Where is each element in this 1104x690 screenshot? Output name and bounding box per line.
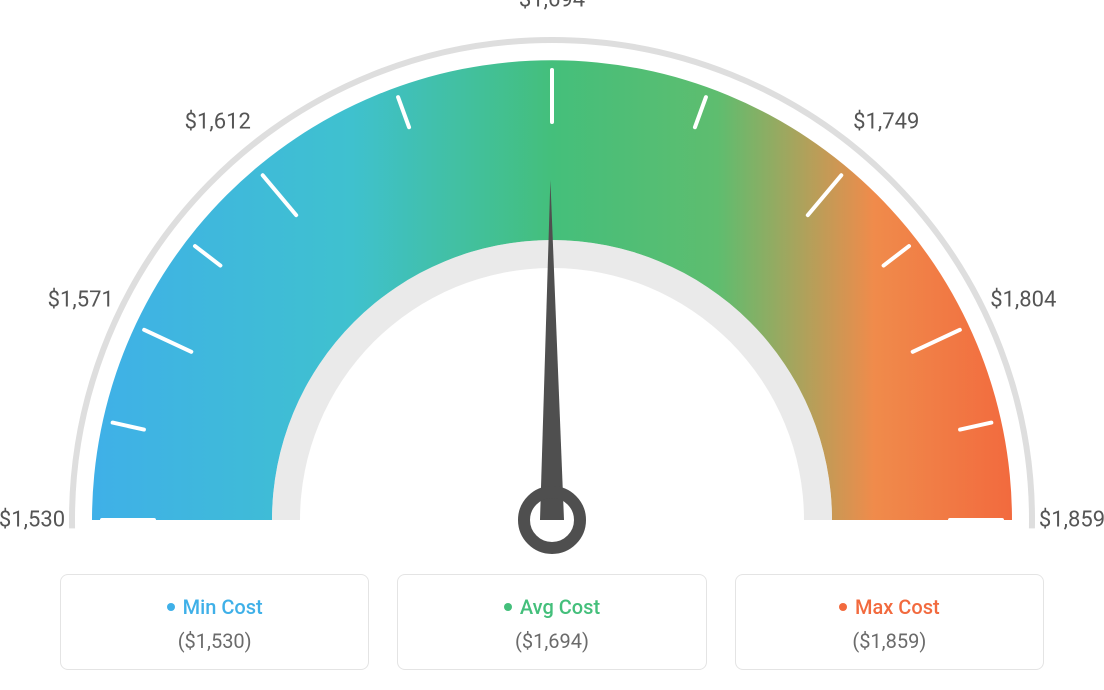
min-cost-label-row: Min Cost bbox=[71, 595, 358, 619]
summary-cards: Min Cost ($1,530) Avg Cost ($1,694) Max … bbox=[60, 574, 1044, 670]
gauge-tick-label: $1,804 bbox=[990, 288, 1056, 313]
gauge-tick-label: $1,612 bbox=[185, 109, 251, 134]
gauge-tick-label: $1,859 bbox=[1039, 508, 1104, 533]
gauge-chart-widget: $1,530 $1,571 $1,612 $1,694 $1,749 $1,804 $1,8… bbox=[0, 0, 1104, 690]
dot-icon bbox=[504, 603, 512, 611]
max-cost-value: ($1,859) bbox=[746, 629, 1033, 653]
avg-cost-value: ($1,694) bbox=[408, 629, 695, 653]
max-cost-card: Max Cost ($1,859) bbox=[735, 574, 1044, 670]
gauge-area: $1,530 $1,571 $1,612 $1,694 $1,749 $1,804 $1,8… bbox=[0, 0, 1104, 560]
gauge-tick-label: $1,530 bbox=[0, 508, 65, 533]
gauge-tick-label: $1,694 bbox=[519, 0, 585, 13]
min-cost-value: ($1,530) bbox=[71, 629, 358, 653]
min-cost-label: Min Cost bbox=[183, 595, 263, 619]
avg-cost-label-row: Avg Cost bbox=[408, 595, 695, 619]
max-cost-label-row: Max Cost bbox=[746, 595, 1033, 619]
min-cost-card: Min Cost ($1,530) bbox=[60, 574, 369, 670]
avg-cost-label: Avg Cost bbox=[520, 595, 600, 619]
gauge-svg bbox=[0, 0, 1104, 560]
dot-icon bbox=[167, 603, 175, 611]
max-cost-label: Max Cost bbox=[855, 595, 940, 619]
dot-icon bbox=[839, 603, 847, 611]
gauge-tick-label: $1,571 bbox=[48, 288, 114, 313]
gauge-tick-label: $1,749 bbox=[853, 109, 919, 134]
avg-cost-card: Avg Cost ($1,694) bbox=[397, 574, 706, 670]
